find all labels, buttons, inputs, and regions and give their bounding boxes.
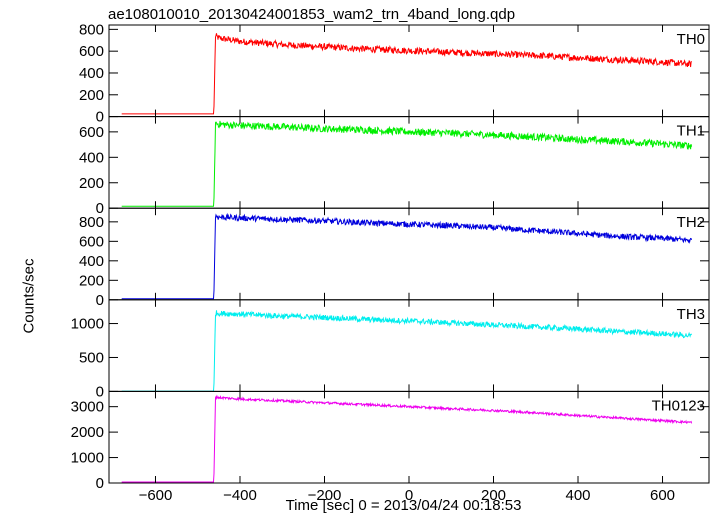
series-line-th1 — [121, 120, 693, 207]
series-line-th0 — [121, 33, 693, 115]
y-tick-label-th0: 0 — [96, 109, 104, 126]
series-line-th0123 — [121, 394, 693, 483]
x-tick-label: 0 — [405, 487, 413, 504]
x-tick-label: −200 — [308, 487, 342, 504]
panel-frame-th0 — [108, 24, 710, 118]
panel-frame-th3 — [108, 299, 710, 392]
x-tick-label: −400 — [223, 487, 257, 504]
panel-label-th2: TH2 — [677, 214, 705, 231]
y-tick-label-th2: 400 — [79, 253, 104, 270]
panel-label-th0123: TH0123 — [652, 397, 705, 414]
x-tick-label: 200 — [481, 487, 506, 504]
y-tick-label-th3: 1000 — [71, 316, 104, 333]
y-tick-label-th3: 0 — [96, 383, 104, 400]
y-tick-label-th0123: 2000 — [71, 424, 104, 441]
chart-title: ae108010010_20130424001853_wam2_trn_4ban… — [108, 6, 516, 23]
y-tick-label-th3: 500 — [79, 349, 104, 366]
y-tick-label-th0: 600 — [79, 43, 104, 60]
x-tick-label: −600 — [139, 487, 173, 504]
y-tick-label-th2: 600 — [79, 233, 104, 250]
x-tick-label: 600 — [650, 487, 675, 504]
panel-label-th3: TH3 — [677, 306, 705, 323]
y-tick-label-th2: 0 — [96, 292, 104, 309]
x-axis-label: Time [sec] 0 = 2013/04/24 00:18:53 — [285, 497, 522, 514]
y-axis-label: Counts/sec — [20, 258, 38, 334]
x-tick-label: 400 — [565, 487, 590, 504]
panel-frame-th1 — [108, 116, 710, 209]
y-tick-label-th0123: 0 — [96, 475, 104, 492]
y-tick-label-th0: 200 — [79, 87, 104, 104]
panel-frame-th2 — [108, 207, 710, 301]
y-tick-label-th1: 200 — [79, 175, 104, 192]
y-tick-label-th2: 800 — [79, 214, 104, 231]
series-line-th2 — [121, 212, 693, 300]
series-line-th3 — [121, 310, 693, 392]
y-tick-label-th0123: 3000 — [71, 399, 104, 416]
panel-label-th1: TH1 — [677, 123, 705, 140]
y-tick-label-th2: 200 — [79, 272, 104, 289]
panel-label-th0: TH0 — [677, 31, 705, 48]
y-tick-label-th0: 800 — [79, 21, 104, 38]
y-tick-label-th1: 0 — [96, 200, 104, 217]
y-tick-label-th1: 400 — [79, 149, 104, 166]
y-tick-label-th0123: 1000 — [71, 450, 104, 467]
y-tick-label-th0: 400 — [79, 65, 104, 82]
panel-frame-th0123 — [108, 390, 710, 484]
y-tick-label-th1: 600 — [79, 124, 104, 141]
